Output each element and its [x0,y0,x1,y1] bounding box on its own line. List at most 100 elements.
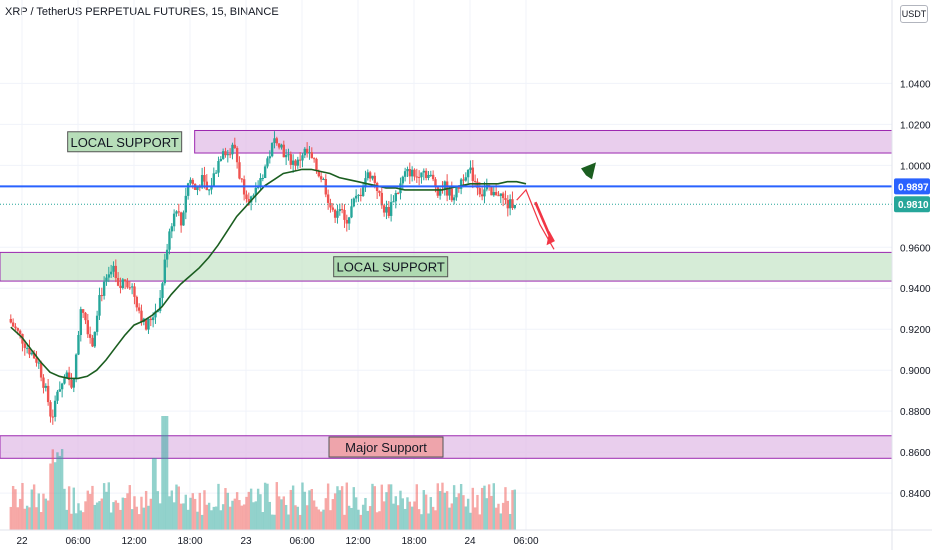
candle-body [270,142,274,157]
volume-bar [11,485,15,530]
price-tick-label: 0.9600 [900,243,931,254]
volume-bar [161,416,164,530]
volume-bar [56,452,59,530]
volume-bar [37,493,40,530]
candle-body [168,231,171,250]
volume-bar [396,505,400,530]
candle-body [490,186,493,196]
candle-body [459,179,463,189]
volume-bar [81,512,85,530]
candle-body [163,259,166,284]
volume-bar [88,493,92,530]
candle-body [25,347,29,349]
candle-body [359,194,362,196]
candle-body [93,331,96,347]
volume-bar [70,513,73,530]
candle-body [100,295,103,297]
volume-bar [200,514,204,530]
candle-body [476,181,479,189]
volume-bar [441,482,444,530]
volume-bar [347,505,351,530]
volume-bar [413,501,416,530]
candle-body [254,187,257,196]
candle-body [37,362,40,364]
volume-bar [74,513,78,530]
volume-bar [163,416,166,530]
currency-badge[interactable]: USDT [900,5,928,23]
volume-bar [308,490,311,530]
volume-bar [53,462,57,530]
volume-bar [378,511,381,530]
volume-bar [387,484,390,530]
volume-bar [345,482,348,530]
volume-bar [16,507,19,530]
candle-body [497,195,500,197]
time-tick-label: 12:00 [345,536,370,547]
price-axis[interactable]: 1.0400 1.0200 1.0000 0.9600 0.9400 0.9200 0.90… [891,0,931,550]
volume-bar [284,504,288,530]
candle-body [471,167,474,181]
candle-body [32,352,36,359]
price-lines [0,185,892,205]
volume-bar [408,501,411,530]
candle-body [382,205,386,213]
volume-bar [380,484,383,530]
candle-body [326,194,330,203]
volume-bar [44,498,47,530]
volume-bar [305,505,309,530]
volume-bar [123,498,127,530]
candle-body [102,281,106,296]
candle-body [179,212,183,226]
volume-bar [277,496,281,530]
candle-body [184,195,187,213]
candle-body [109,271,113,275]
candle-body [452,197,456,201]
candle-body [473,180,477,182]
volume-bar [469,512,472,530]
candle-body [296,159,299,166]
volume-bar [287,514,290,530]
candle-body [312,158,316,160]
candle-body [207,189,211,191]
volume-bar [403,508,407,530]
candle-body [480,194,484,197]
volume-bar [149,498,152,530]
candle-body [116,277,120,286]
candle-body [406,168,409,172]
volume-bar [436,483,439,530]
volume-bar [343,514,346,530]
candle-body [161,283,164,298]
volume-bar [189,497,192,530]
volume-bar [490,495,493,530]
candle-body [336,211,339,218]
candle-body [408,168,411,177]
zone-2 [0,435,893,459]
time-axis[interactable]: 22 06:00 12:00 18:00 23 06:00 12:00 18:00 24 06:0… [0,529,932,547]
candle-body [123,279,127,282]
candle-body [511,199,514,208]
candle-body [305,148,309,153]
volume-bar [252,502,255,530]
volume-bar [371,483,374,530]
projection-down-path [516,188,555,250]
candle-body [431,174,435,180]
volume-bar [205,504,208,530]
candle-body [413,169,416,177]
price-tick-label: 0.8600 [900,448,931,459]
volume-bar [46,500,50,530]
candle-body [261,178,264,180]
candle-body [170,226,173,232]
volume-bar [492,483,495,530]
candle-body [284,154,288,158]
zone-label-2: Major Support [345,440,427,455]
candle-body [158,297,162,311]
time-tick-label: 24 [464,536,476,547]
volume-bar [359,514,362,530]
candle-body [333,209,337,218]
volume-bar [452,485,456,530]
candle-body [39,362,43,378]
volume-bar [389,484,393,530]
volume-bar [165,416,169,530]
candle-body [91,337,94,347]
